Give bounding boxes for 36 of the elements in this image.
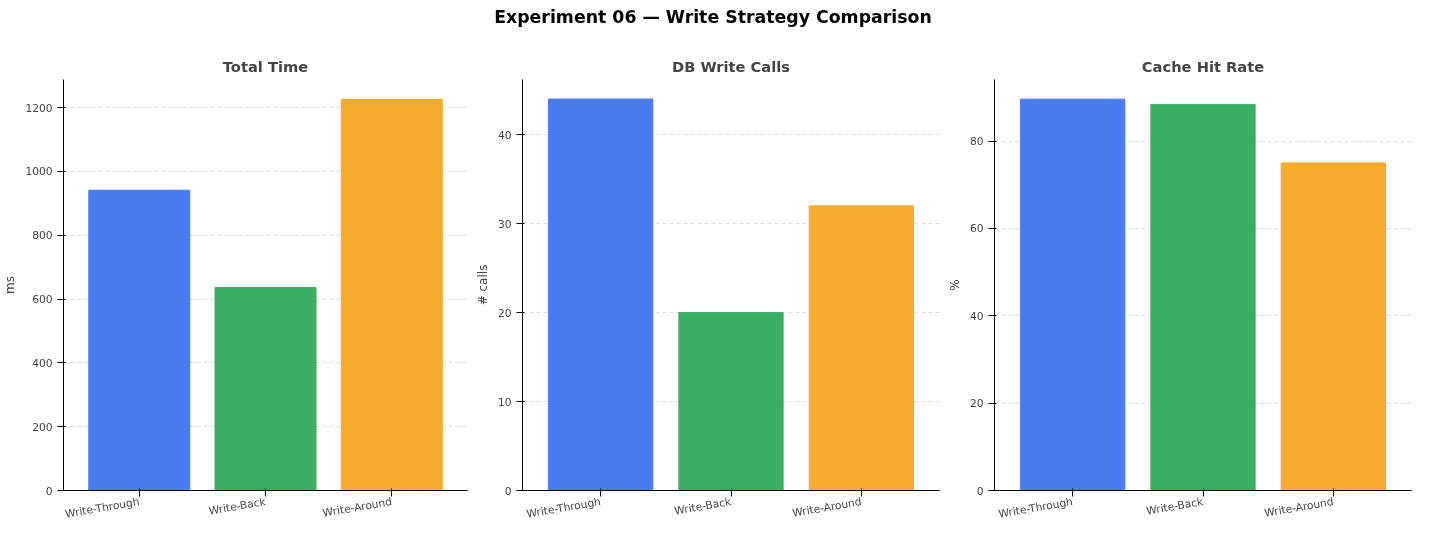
y-tick-label: 800 xyxy=(32,229,53,243)
y-tick-label: 1000 xyxy=(25,165,53,179)
y-tick-label: 20 xyxy=(497,306,512,320)
bar xyxy=(1280,162,1386,491)
bar xyxy=(548,98,654,491)
y-tick-label: 40 xyxy=(497,128,512,142)
bar xyxy=(88,189,191,491)
bar xyxy=(340,98,443,491)
bar xyxy=(1150,103,1256,491)
bar xyxy=(808,205,914,491)
chart-title: DB Write Calls xyxy=(671,57,791,75)
y-tick-label: 20 xyxy=(969,397,984,411)
y-tick-label: 30 xyxy=(497,217,512,231)
bar xyxy=(214,287,317,491)
chart-title: Total Time xyxy=(222,57,309,75)
chart-title: Cache Hit Rate xyxy=(1141,57,1265,75)
y-tick-label: 0 xyxy=(45,484,53,498)
x-tick-label: Write-Back xyxy=(673,494,733,518)
y-tick-label: 60 xyxy=(969,222,984,236)
bar xyxy=(1020,98,1126,491)
y-tick-label: 80 xyxy=(969,135,984,149)
y-tick-label: 0 xyxy=(504,484,512,498)
y-tick-label: 40 xyxy=(969,309,984,323)
y-tick-label: 1200 xyxy=(25,101,53,115)
x-tick-label: Write-Back xyxy=(1145,494,1205,518)
y-tick-label: 400 xyxy=(32,356,53,370)
y-axis-title: % xyxy=(947,279,962,291)
y-tick-label: 200 xyxy=(32,420,53,434)
bar xyxy=(678,312,784,491)
y-tick-label: 10 xyxy=(497,395,512,409)
y-axis-title: ms xyxy=(3,276,18,294)
y-tick-label: 600 xyxy=(32,293,53,307)
x-tick-label: Write-Back xyxy=(207,494,268,518)
text: Experiment 06 — Write Strategy Comparison xyxy=(494,6,932,29)
y-axis-title: # calls xyxy=(475,264,490,306)
y-tick-label: 0 xyxy=(976,484,984,498)
